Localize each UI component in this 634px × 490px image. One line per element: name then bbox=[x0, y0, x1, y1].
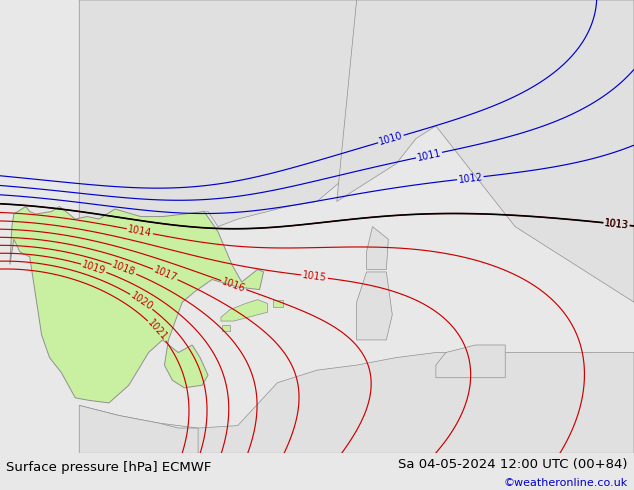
Text: 1011: 1011 bbox=[416, 147, 442, 163]
Polygon shape bbox=[79, 0, 396, 227]
Polygon shape bbox=[436, 345, 505, 378]
Polygon shape bbox=[221, 300, 268, 321]
Text: 1021: 1021 bbox=[145, 318, 169, 343]
Text: 1018: 1018 bbox=[111, 260, 137, 278]
Text: 1014: 1014 bbox=[127, 224, 153, 239]
Polygon shape bbox=[222, 325, 230, 331]
Text: 1012: 1012 bbox=[458, 172, 483, 185]
Text: ©weatheronline.co.uk: ©weatheronline.co.uk bbox=[503, 478, 628, 489]
Polygon shape bbox=[337, 0, 634, 302]
Polygon shape bbox=[273, 300, 283, 307]
Polygon shape bbox=[356, 272, 392, 340]
Text: 1017: 1017 bbox=[152, 265, 179, 284]
Polygon shape bbox=[366, 227, 388, 270]
Polygon shape bbox=[10, 206, 264, 403]
Text: 1013: 1013 bbox=[604, 218, 629, 230]
Text: 1019: 1019 bbox=[81, 259, 107, 276]
Polygon shape bbox=[79, 352, 634, 453]
Text: Surface pressure [hPa] ECMWF: Surface pressure [hPa] ECMWF bbox=[6, 462, 212, 474]
Text: 1016: 1016 bbox=[221, 276, 247, 294]
Text: 1020: 1020 bbox=[129, 291, 155, 313]
Text: 1010: 1010 bbox=[378, 131, 404, 147]
Text: 1015: 1015 bbox=[302, 270, 327, 283]
Text: 1013: 1013 bbox=[604, 218, 629, 230]
Polygon shape bbox=[79, 405, 198, 453]
Text: Sa 04-05-2024 12:00 UTC (00+84): Sa 04-05-2024 12:00 UTC (00+84) bbox=[398, 458, 628, 471]
